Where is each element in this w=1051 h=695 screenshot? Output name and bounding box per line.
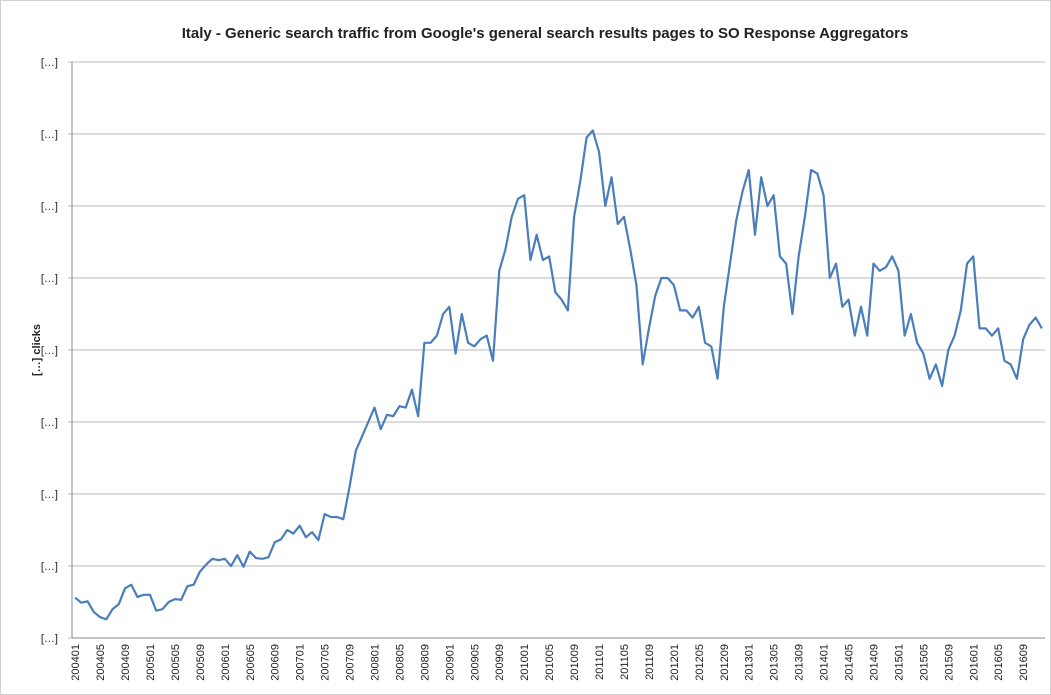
data-line <box>74 129 1043 621</box>
x-tick-label: 201605 <box>993 644 1005 681</box>
y-tick-label: […] <box>41 417 58 429</box>
x-tick-label: 200409 <box>120 644 132 681</box>
x-tick-label: 200905 <box>469 644 481 681</box>
x-tick-label: 201409 <box>868 644 880 681</box>
x-tick-label: 201505 <box>918 644 930 681</box>
x-tick-label: 201105 <box>619 644 631 680</box>
x-tick-label: 200705 <box>320 644 332 681</box>
x-tick-label: 200909 <box>494 644 506 681</box>
x-tick-label: 200605 <box>245 644 257 681</box>
y-tick-label: […] <box>41 633 58 645</box>
x-tick-label: 200601 <box>220 644 232 681</box>
x-tick-label: 200801 <box>370 644 382 681</box>
x-tick-label: 201601 <box>968 644 980 681</box>
x-tick-label: 200405 <box>95 644 107 681</box>
x-tick-label: 201101 <box>594 644 606 680</box>
x-tick-label: 200509 <box>195 644 207 681</box>
x-tick-label: 201509 <box>943 644 955 681</box>
x-tick-label: 200401 <box>70 644 82 681</box>
x-tick-label: 201309 <box>794 644 806 681</box>
chart-title: Italy - Generic search traffic from Goog… <box>182 25 909 42</box>
y-axis-label: […] clicks <box>31 324 43 376</box>
x-tick-label: 200701 <box>295 644 307 681</box>
y-tick-label: […] <box>41 561 58 573</box>
x-tick-label: 201305 <box>769 644 781 681</box>
x-tick-label: 201005 <box>544 644 556 681</box>
y-tick-label: […] <box>41 489 58 501</box>
x-tick-label: 201609 <box>1018 644 1030 681</box>
x-tick-label: 200609 <box>270 644 282 681</box>
x-tick-label: 200809 <box>419 644 431 681</box>
x-tick-label: 201501 <box>893 644 905 681</box>
y-tick-label: […] <box>41 57 58 69</box>
y-tick-label: […] <box>41 273 58 285</box>
x-tick-label: 200709 <box>345 644 357 681</box>
x-tick-label: 200501 <box>145 644 157 681</box>
x-tick-label: 201401 <box>819 644 831 681</box>
x-tick-label: 201301 <box>744 644 756 681</box>
x-tick-label: 200505 <box>170 644 182 681</box>
y-tick-label: […] <box>41 129 58 141</box>
x-tick-label: 201201 <box>669 644 681 681</box>
x-tick-label: 201001 <box>519 644 531 681</box>
y-tick-label: […] <box>41 345 58 357</box>
x-tick-label: 201405 <box>844 644 856 681</box>
y-tick-label: […] <box>41 201 58 213</box>
x-tick-label: 201009 <box>569 644 581 681</box>
x-tick-label: 200805 <box>394 644 406 681</box>
x-tick-label: 200901 <box>444 644 456 681</box>
x-tick-label: 201209 <box>719 644 731 681</box>
x-tick-label: 201205 <box>694 644 706 681</box>
x-tick-label: 201109 <box>644 644 656 680</box>
